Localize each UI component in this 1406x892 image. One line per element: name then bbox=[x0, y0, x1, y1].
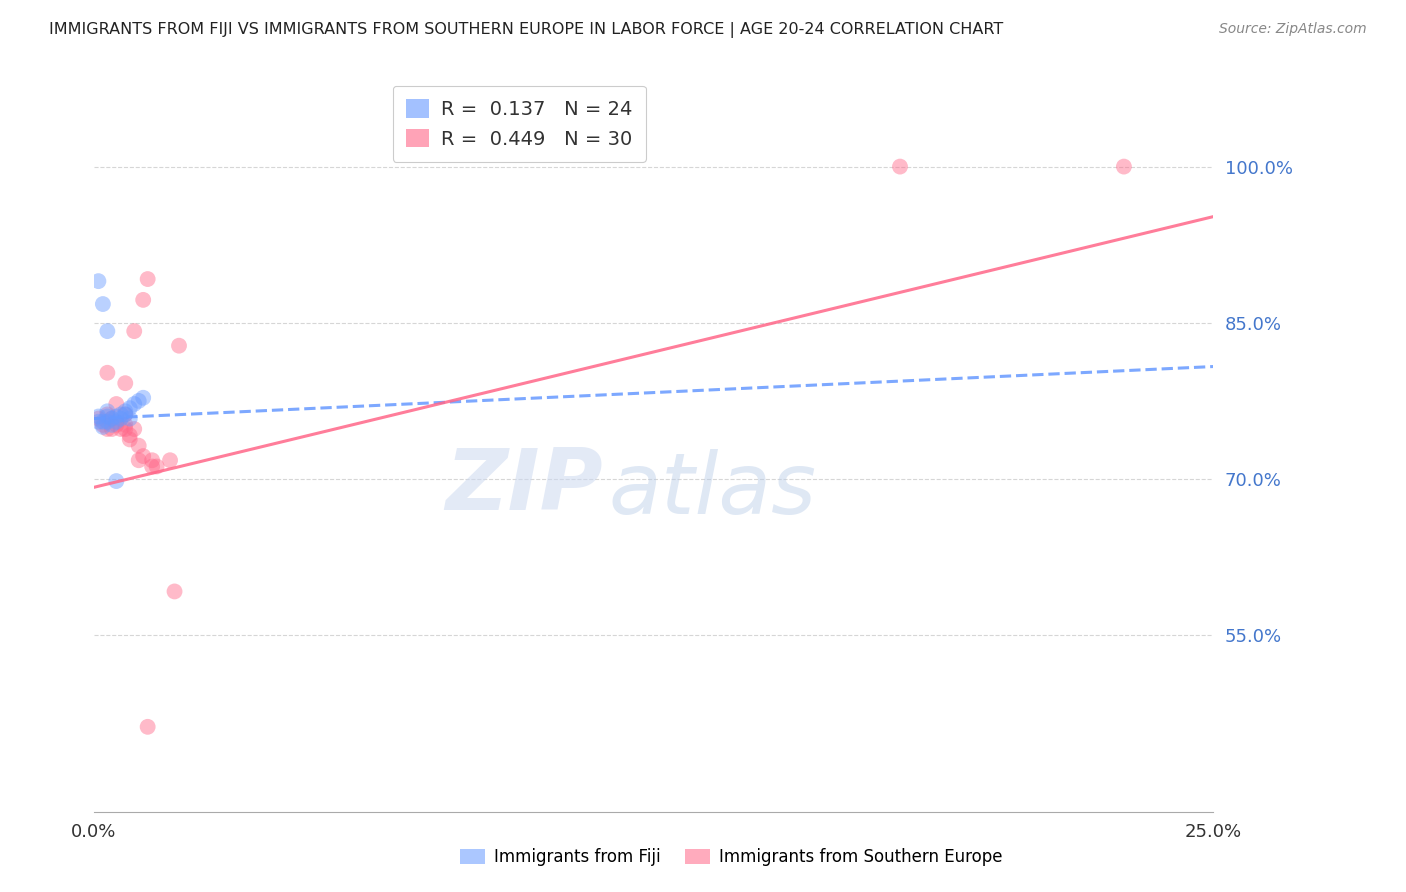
Point bbox=[96, 408, 118, 422]
Point bbox=[105, 417, 128, 432]
Point bbox=[118, 433, 141, 447]
Text: ZIP: ZIP bbox=[446, 445, 603, 528]
Point bbox=[132, 391, 155, 405]
Point bbox=[105, 409, 128, 424]
Point bbox=[105, 397, 128, 411]
Point bbox=[136, 720, 159, 734]
Point bbox=[141, 459, 163, 474]
Point bbox=[163, 584, 186, 599]
Point bbox=[91, 415, 114, 429]
Point bbox=[101, 411, 124, 425]
Text: atlas: atlas bbox=[609, 449, 817, 532]
Point bbox=[96, 415, 118, 429]
Point bbox=[101, 417, 124, 432]
Point bbox=[96, 324, 118, 338]
Point bbox=[114, 408, 136, 422]
Point bbox=[118, 411, 141, 425]
Point bbox=[101, 422, 124, 436]
Point bbox=[105, 474, 128, 488]
Point bbox=[167, 339, 190, 353]
Legend: R =  0.137   N = 24, R =  0.449   N = 30: R = 0.137 N = 24, R = 0.449 N = 30 bbox=[392, 86, 647, 162]
Point bbox=[128, 393, 150, 408]
Point bbox=[889, 160, 911, 174]
Point bbox=[105, 415, 128, 429]
Point bbox=[136, 272, 159, 286]
Point bbox=[91, 297, 114, 311]
Point bbox=[145, 459, 167, 474]
Point bbox=[87, 411, 110, 425]
Point bbox=[122, 324, 145, 338]
Point bbox=[91, 420, 114, 434]
Point bbox=[114, 417, 136, 432]
Point bbox=[118, 428, 141, 442]
Point bbox=[87, 415, 110, 429]
Text: IMMIGRANTS FROM FIJI VS IMMIGRANTS FROM SOUTHERN EUROPE IN LABOR FORCE | AGE 20-: IMMIGRANTS FROM FIJI VS IMMIGRANTS FROM … bbox=[49, 22, 1004, 38]
Point bbox=[118, 401, 141, 416]
Point bbox=[141, 453, 163, 467]
Point bbox=[114, 408, 136, 422]
Point bbox=[110, 422, 132, 436]
Point bbox=[132, 293, 155, 307]
Point bbox=[122, 422, 145, 436]
Point bbox=[96, 422, 118, 436]
Point bbox=[132, 449, 155, 463]
Point bbox=[122, 397, 145, 411]
Point bbox=[96, 409, 118, 424]
Point bbox=[114, 404, 136, 418]
Point bbox=[96, 404, 118, 418]
Point bbox=[128, 453, 150, 467]
Point bbox=[87, 274, 110, 288]
Point bbox=[1112, 160, 1135, 174]
Point bbox=[96, 366, 118, 380]
Point bbox=[159, 453, 181, 467]
Point bbox=[128, 439, 150, 453]
Point bbox=[110, 408, 132, 422]
Text: Source: ZipAtlas.com: Source: ZipAtlas.com bbox=[1219, 22, 1367, 37]
Point bbox=[87, 409, 110, 424]
Legend: Immigrants from Fiji, Immigrants from Southern Europe: Immigrants from Fiji, Immigrants from So… bbox=[451, 840, 1011, 875]
Point bbox=[114, 376, 136, 391]
Point bbox=[101, 411, 124, 425]
Point bbox=[91, 417, 114, 432]
Point bbox=[114, 422, 136, 436]
Point bbox=[110, 411, 132, 425]
